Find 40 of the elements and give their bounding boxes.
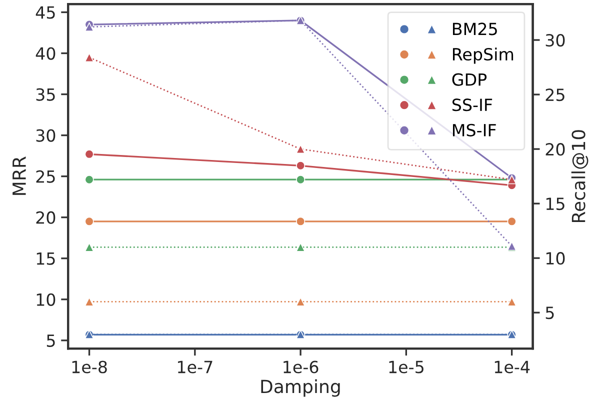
point — [84, 22, 94, 32]
point — [84, 175, 94, 184]
point — [507, 216, 516, 226]
y2-tick-label: 15 — [546, 198, 564, 210]
point — [84, 150, 94, 159]
y-tick-label: 45 — [36, 6, 55, 19]
point — [296, 216, 306, 226]
x-tick-label: 1e-5 — [389, 360, 424, 374]
point — [296, 175, 306, 184]
legend-label: GDP — [452, 73, 487, 86]
x-tick-label: 1e-7 — [178, 360, 212, 374]
point — [84, 52, 94, 62]
point — [296, 297, 306, 306]
legend-label: RepSim — [452, 48, 514, 64]
x-tick-label: 1e-4 — [494, 360, 530, 374]
point — [84, 216, 94, 226]
y-tick-label: 35 — [36, 88, 55, 101]
y2-axis-title: Recall@10 — [571, 130, 588, 222]
y2-tick-label: 5 — [546, 306, 554, 320]
legend-label: BM25 — [452, 22, 497, 36]
x-tick-label: 1e-8 — [72, 360, 107, 374]
point — [296, 161, 306, 170]
y-tick-label: 10 — [36, 293, 56, 306]
legend-label: MS-IF — [452, 124, 496, 136]
y-tick-label: 15 — [36, 252, 55, 265]
y2-tick-label: 30 — [546, 34, 565, 47]
point — [296, 144, 306, 154]
y2-tick-label: 25 — [546, 88, 564, 102]
point — [296, 242, 306, 252]
y2-tick-label: 10 — [546, 252, 565, 265]
y-axis-title: MRR — [12, 156, 26, 195]
legend-label: SS-IF — [452, 98, 492, 112]
y-tick-label: 40 — [36, 47, 56, 60]
y-tick-label: 25 — [36, 170, 55, 183]
y-tick-label: 5 — [46, 334, 55, 347]
y-tick-label: 20 — [36, 211, 56, 224]
y2-tick-label: 20 — [546, 143, 565, 156]
y-tick-label: 30 — [36, 129, 56, 142]
x-axis-title: Damping — [261, 379, 340, 397]
x-tick-label: 1e-6 — [284, 360, 318, 374]
